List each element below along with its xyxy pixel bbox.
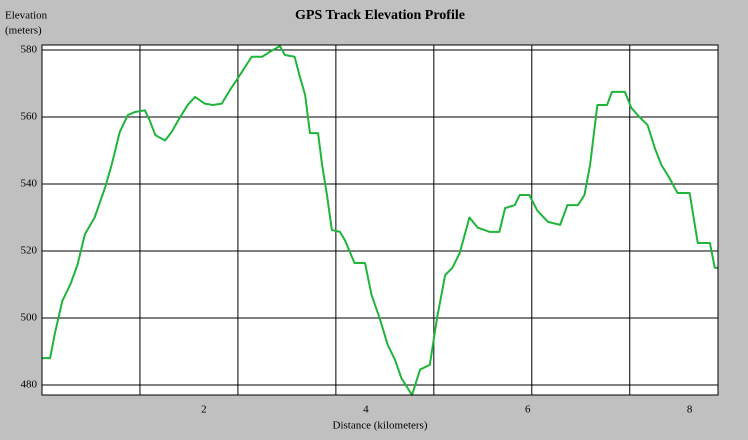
chart-title: GPS Track Elevation Profile <box>295 8 465 23</box>
y-tick-label: 500 <box>21 311 38 323</box>
y-axis-label: (meters) <box>5 25 42 37</box>
y-tick-label: 540 <box>21 178 38 190</box>
y-tick-label: 520 <box>21 245 38 257</box>
x-tick-label: 6 <box>525 404 531 416</box>
plot-border <box>41 44 719 396</box>
x-tick-label: 2 <box>201 404 207 416</box>
y-tick-label: 580 <box>21 44 38 56</box>
x-tick-label: 4 <box>363 404 369 416</box>
y-axis-label: Elevation <box>5 10 48 22</box>
y-tick-label: 560 <box>21 111 38 123</box>
y-tick-label: 480 <box>21 378 38 390</box>
elevation-line <box>42 45 718 396</box>
plot-area <box>42 45 718 395</box>
x-axis-label: Distance (kilometers) <box>333 420 428 432</box>
x-tick-label: 8 <box>687 404 693 416</box>
